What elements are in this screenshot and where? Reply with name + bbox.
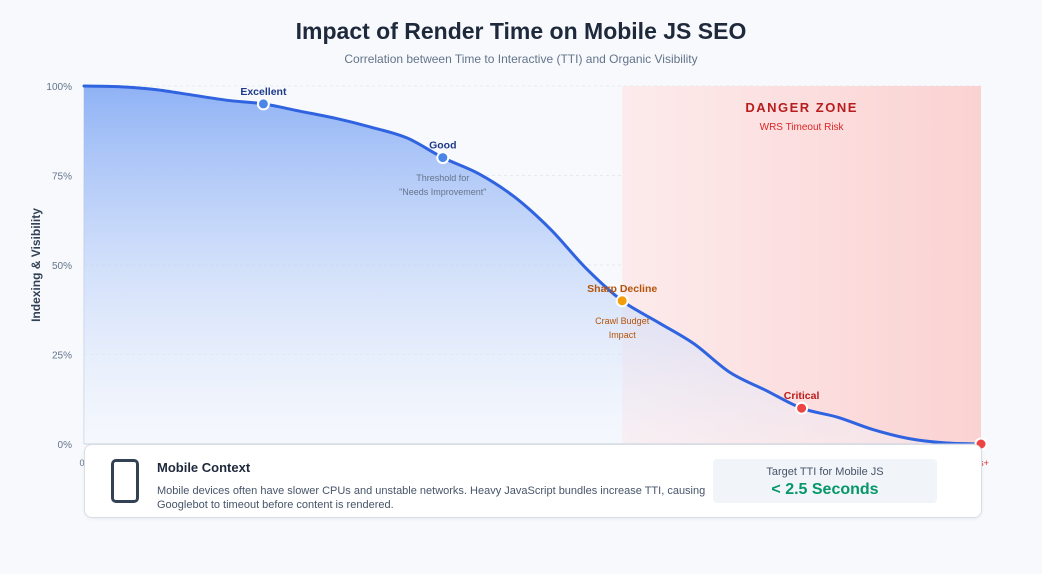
chart-subtitle: Correlation between Time to Interactive … [344, 52, 698, 66]
phone-icon [111, 459, 139, 503]
data-point [795, 401, 809, 415]
card-description: Mobile devices often have slower CPUs an… [157, 485, 706, 511]
target-tti-box: Target TTI for Mobile JS < 2.5 Seconds [713, 459, 937, 503]
data-point [615, 294, 629, 308]
x-tick-label: s+ [979, 458, 989, 468]
y-tick-label: 100% [46, 82, 72, 93]
visibility-curve [82, 84, 983, 446]
card-title: Mobile Context [157, 460, 251, 475]
danger-zone-title: DANGER ZONE [745, 100, 858, 115]
y-tick-label: 25% [52, 351, 72, 362]
data-point [436, 151, 450, 165]
target-tti-label: Target TTI for Mobile JS [766, 466, 884, 478]
annotation-text: "Needs Improvement" [399, 187, 486, 197]
data-point-label: Good [429, 140, 456, 152]
y-tick-label: 0% [58, 440, 73, 451]
y-axis-title: Indexing & Visibility [29, 208, 43, 322]
chart-title: Impact of Render Time on Mobile JS SEO [295, 18, 747, 44]
data-point-label: Excellent [240, 86, 287, 98]
target-tti-value: < 2.5 Seconds [771, 481, 879, 498]
data-point-label: Sharp Decline [587, 283, 657, 295]
mobile-context-card: Mobile Context Mobile devices often have… [84, 444, 982, 518]
annotation-text: Threshold for [416, 173, 469, 183]
annotation-text: Impact [609, 330, 637, 340]
data-point [256, 97, 270, 111]
area-fill [84, 86, 981, 444]
y-tick-label: 75% [52, 172, 72, 183]
x-tick-label: 0 [79, 458, 84, 468]
y-tick-label: 50% [52, 261, 72, 272]
danger-zone-subtitle: WRS Timeout Risk [760, 122, 845, 133]
data-point-label: Critical [784, 390, 820, 402]
annotation-text: Crawl Budget [595, 316, 650, 326]
